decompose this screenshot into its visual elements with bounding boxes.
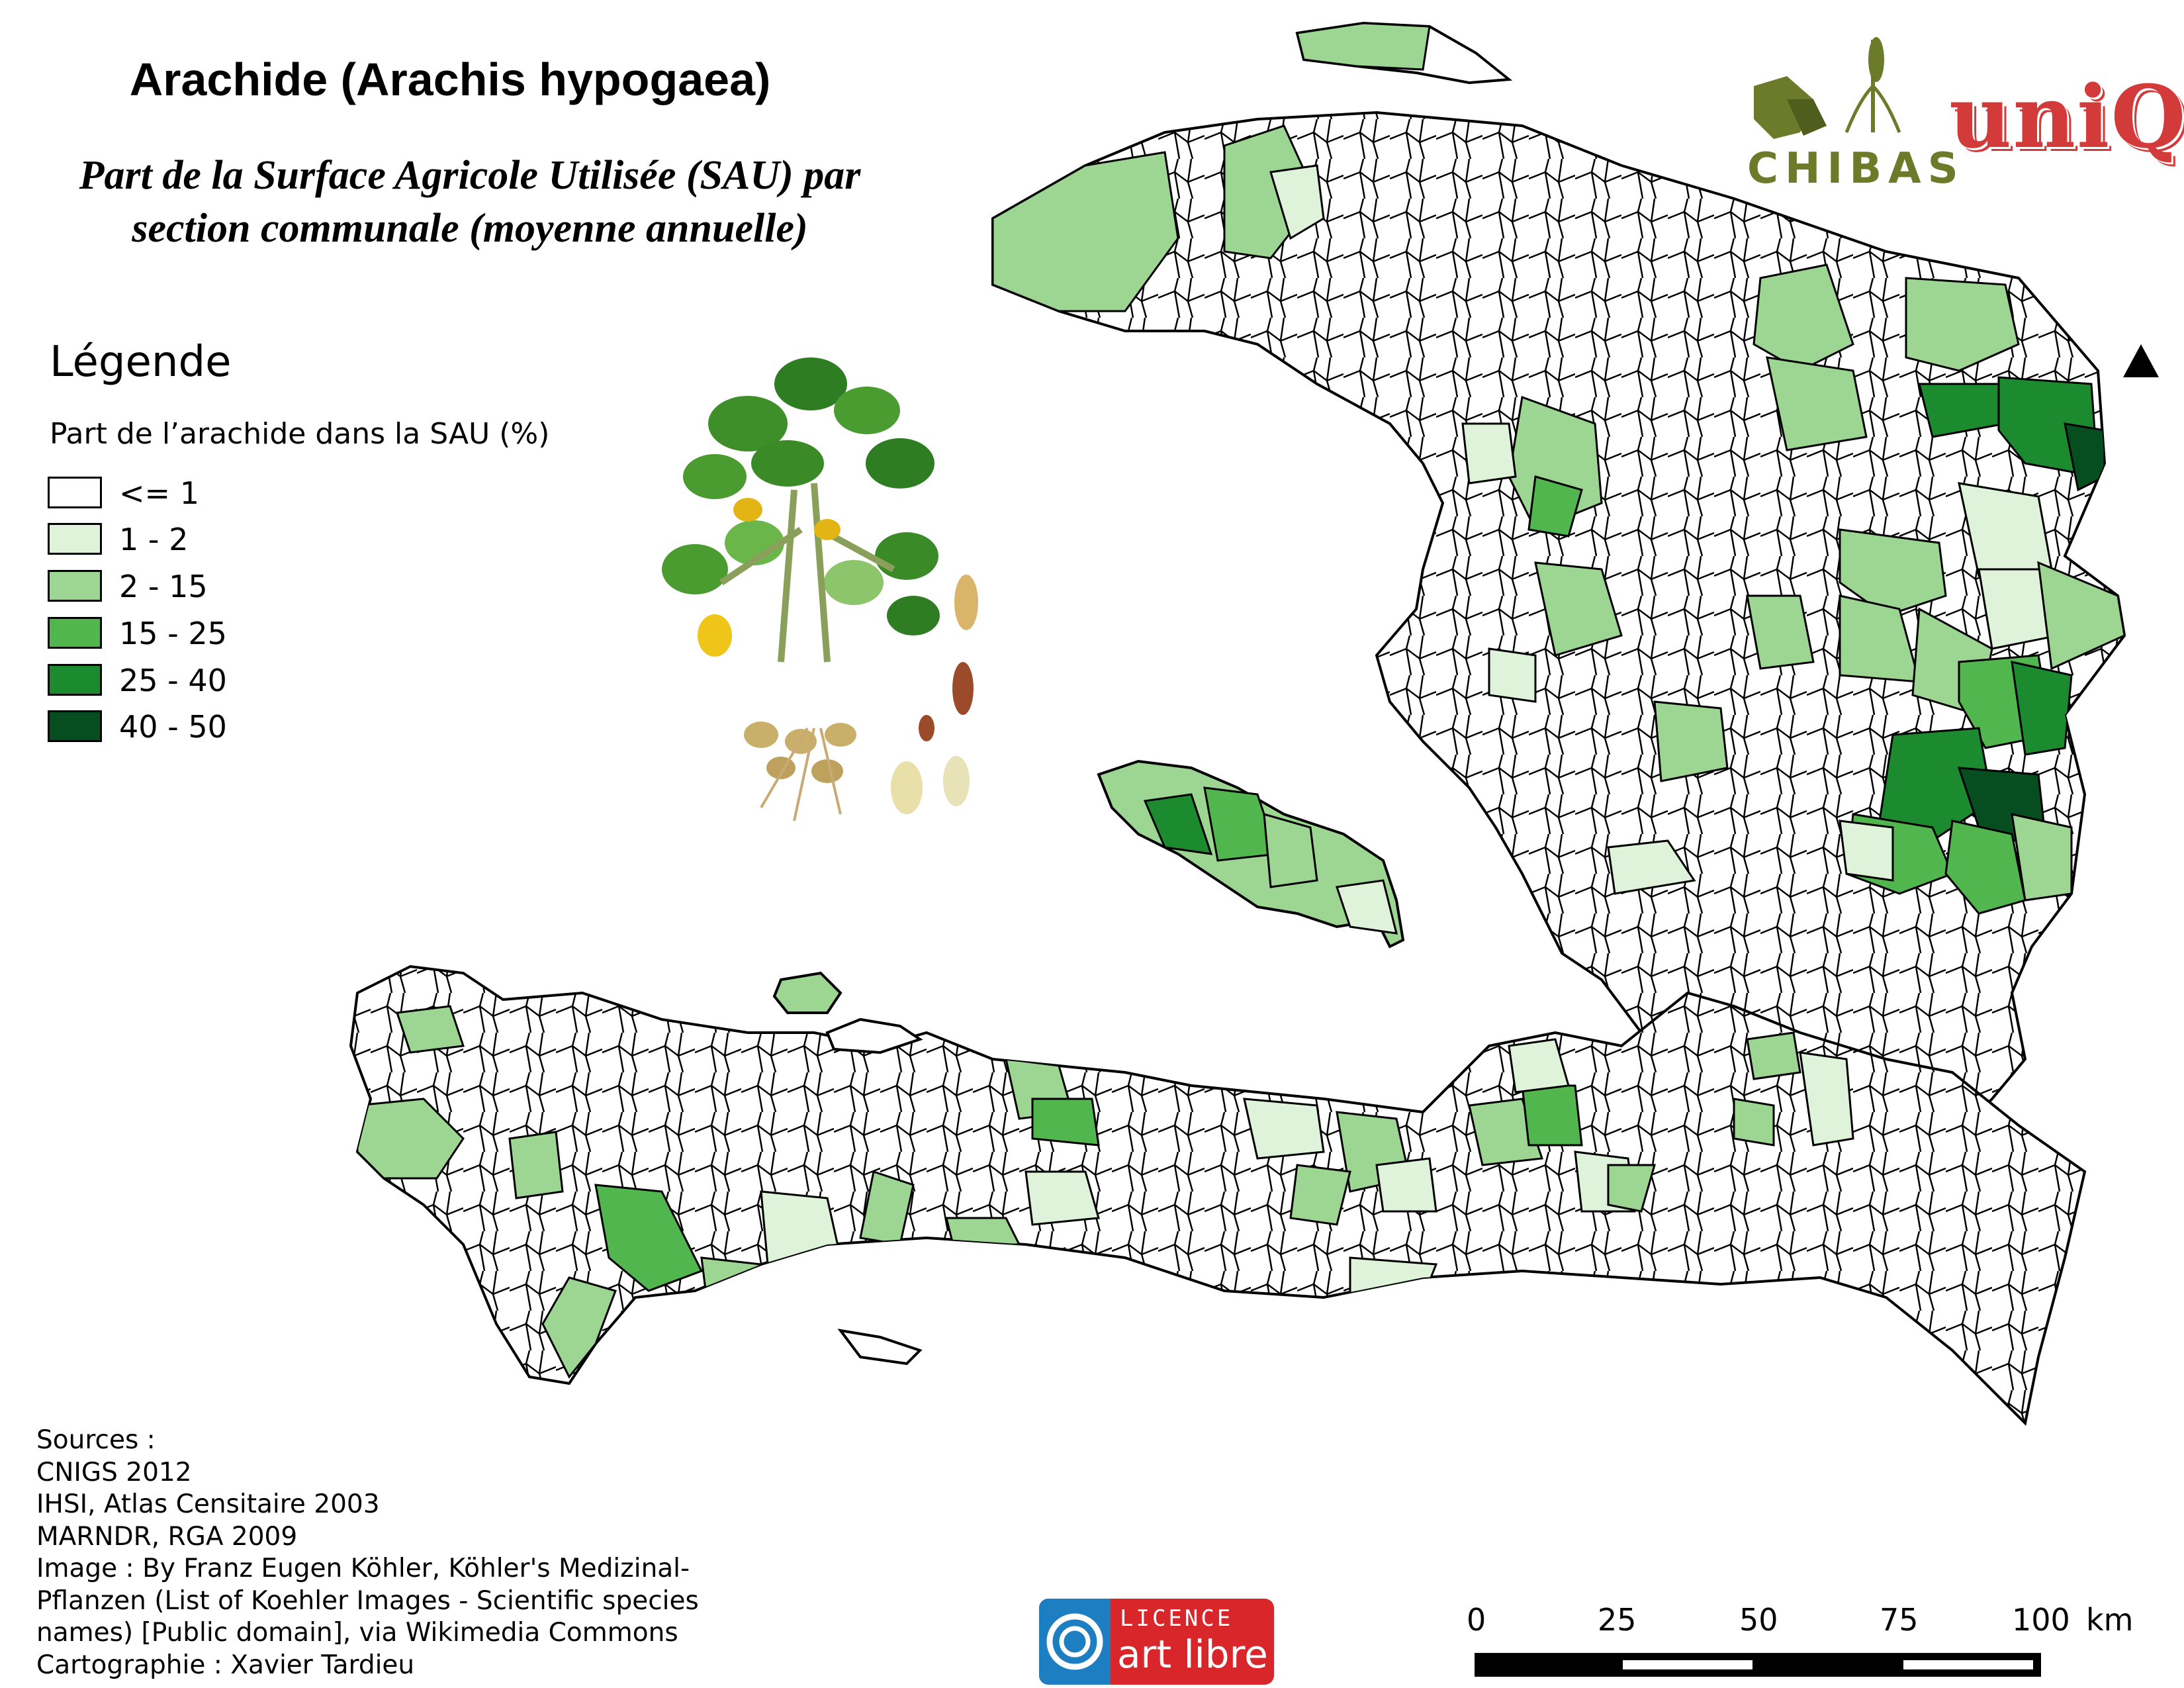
source-line: Cartographie : Xavier Tardieu [36, 1650, 415, 1680]
licence-circle-overlay-icon [1046, 1613, 1103, 1670]
scale-tick-0: 0 [1467, 1602, 1486, 1638]
source-line: Image : By Franz Eugen Köhler, Köhler's … [36, 1554, 690, 1583]
map-subtitle: Part de la Surface Agricole Utilisée (SA… [26, 149, 913, 255]
legend-swatch [48, 664, 102, 696]
peanut-plant-illustration [662, 357, 978, 821]
source-line: MARNDR, RGA 2009 [36, 1521, 298, 1552]
source-line: IHSI, Atlas Censitaire 2003 [36, 1489, 380, 1519]
scale-tick-50: 50 [1739, 1602, 1778, 1638]
scale-tick-25: 25 [1598, 1602, 1637, 1638]
north-arrow-icon [2123, 344, 2159, 377]
scale-tick-100: 100 [2012, 1602, 2070, 1638]
subtitle-line-1: Part de la Surface Agricole Utilisée (SA… [79, 153, 861, 198]
legend-swatch [48, 477, 102, 508]
source-line: names) [Public domain], via Wikimedia Co… [36, 1618, 678, 1648]
licence-label-bottom: art libre [1117, 1632, 1268, 1677]
chibas-logo-icon [1754, 37, 1901, 139]
unio-logo-text: uniQ [1949, 66, 2184, 167]
legend-label: 25 - 40 [119, 663, 227, 698]
source-line: Pflanzen (List of Koehler Images - Scien… [36, 1585, 699, 1616]
legend-label: 40 - 50 [119, 709, 227, 745]
legend-title: Légende [50, 338, 232, 387]
map-title: Arachide (Arachis hypogaea) [129, 54, 771, 105]
legend-swatch [48, 710, 102, 742]
legend-swatch [48, 570, 102, 602]
subtitle-line-2: section communale (moyenne annuelle) [132, 206, 808, 251]
legend-label: 15 - 25 [119, 616, 227, 651]
legend-label: 1 - 2 [119, 522, 189, 557]
scale-bar [1475, 1653, 2041, 1677]
legend-label: <= 1 [119, 475, 199, 511]
legend-swatch [48, 523, 102, 555]
legend-label: 2 - 15 [119, 569, 208, 604]
licence-art-libre-badge[interactable]: LICENCE art libre [1039, 1599, 1274, 1685]
source-line: Sources : [36, 1425, 156, 1455]
licence-label-top: LICENCE [1120, 1605, 1234, 1632]
legend-subtitle: Part de l’arachide dans la SAU (%) [50, 417, 550, 451]
source-line: CNIGS 2012 [36, 1457, 192, 1487]
scale-tick-75: 75 [1880, 1602, 1919, 1638]
scale-unit: km [2086, 1602, 2134, 1638]
legend-swatch [48, 617, 102, 649]
chibas-logo-text: CHIBAS [1747, 144, 1965, 193]
sources-block: Sources : CNIGS 2012 IHSI, Atlas Censitair… [36, 1425, 699, 1681]
